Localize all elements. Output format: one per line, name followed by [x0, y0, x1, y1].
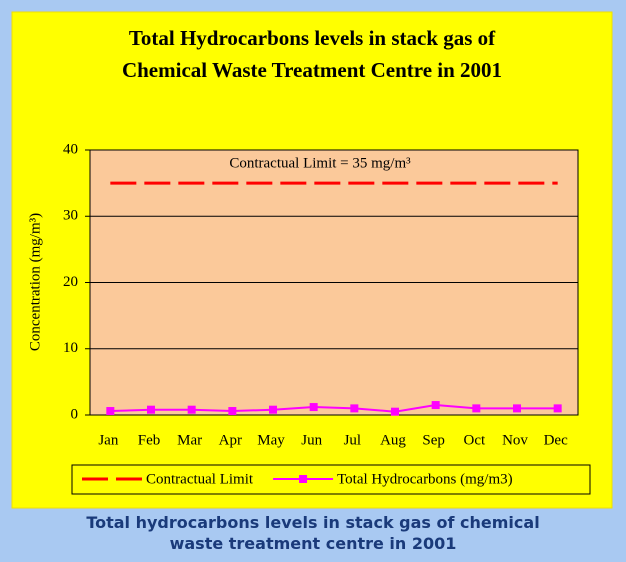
legend-label: Total Hydrocarbons (mg/m3)	[337, 471, 513, 487]
x-tick-label: Jul	[344, 432, 362, 448]
annotation: Contractual Limit = 35 mg/m³	[229, 155, 411, 171]
marker	[472, 404, 481, 413]
marker	[431, 401, 440, 410]
x-tick-label: Dec	[544, 432, 568, 448]
x-tick-label: Sep	[422, 432, 445, 448]
x-tick-label: Apr	[219, 432, 242, 448]
x-tick-label: Aug	[380, 432, 406, 448]
chart: Total Hydrocarbons levels in stack gas o…	[11, 11, 613, 509]
x-tick-label: Feb	[138, 432, 161, 448]
marker	[228, 407, 237, 416]
x-tick-label: Nov	[502, 432, 528, 448]
marker	[391, 407, 399, 416]
legend-marker	[299, 475, 308, 483]
y-tick-label: 10	[63, 340, 78, 356]
marker	[147, 405, 155, 414]
y-axis-label: Concentration (mg/m³)	[27, 213, 43, 351]
marker	[350, 404, 359, 413]
legend-label: Contractual Limit	[146, 471, 254, 487]
marker	[513, 404, 521, 413]
x-tick-label: Oct	[463, 432, 485, 448]
series-line	[110, 404, 558, 413]
caption: Total hydrocarbons levels in stack gas o…	[86, 513, 540, 553]
marker	[106, 407, 115, 416]
marker	[309, 403, 318, 412]
x-tick-label: Mar	[177, 432, 202, 448]
x-tick-label: May	[257, 432, 285, 448]
chart-title: Total Hydrocarbons levels in stack gas o…	[129, 26, 496, 50]
y-tick-label: 0	[71, 406, 79, 422]
x-tick-label: Jan	[98, 432, 118, 448]
y-tick-label: 40	[63, 141, 78, 157]
y-tick-label: 30	[63, 208, 78, 224]
marker	[269, 405, 277, 414]
chart-title: Chemical Waste Treatment Centre in 2001	[122, 58, 502, 82]
marker	[187, 405, 196, 414]
marker	[553, 404, 562, 413]
y-tick-label: 20	[63, 274, 78, 290]
x-tick-label: Jun	[301, 432, 322, 448]
